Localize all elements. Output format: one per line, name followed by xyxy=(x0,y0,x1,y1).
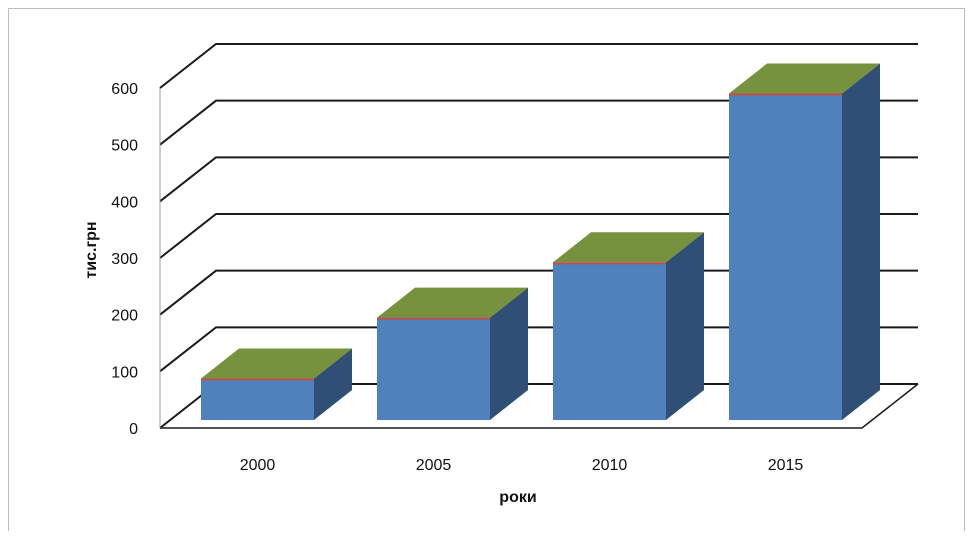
x-tick-label-2010: 2010 xyxy=(592,457,628,474)
bar-top-2000 xyxy=(201,348,352,379)
bar-top-2010 xyxy=(553,232,704,263)
grid-layer xyxy=(159,43,919,429)
y-tick-label-0: 0 xyxy=(129,421,138,438)
bar-side-2015 xyxy=(842,63,880,421)
bar-top-2005 xyxy=(377,287,528,318)
x-tick-label-2000: 2000 xyxy=(240,457,276,474)
y-tick-label-300: 300 xyxy=(111,251,138,268)
bar-front-2015 xyxy=(729,93,842,421)
bar-side-2005 xyxy=(490,287,528,420)
bar-2000 xyxy=(201,348,352,420)
bar-front-2005 xyxy=(377,317,490,420)
gridline-400 xyxy=(159,156,918,203)
bar-front-2010 xyxy=(553,262,666,420)
bar-2010 xyxy=(553,232,704,420)
bar-front-2000 xyxy=(201,378,314,420)
x-tick-label-2005: 2005 xyxy=(416,457,452,474)
gridline-300 xyxy=(159,213,918,259)
y-tick-label-200: 200 xyxy=(111,308,138,325)
bars-layer xyxy=(201,63,880,421)
y-tick-labels: 0 100 200 300 400 500 600 xyxy=(111,81,138,438)
y-axis-label: тис.грн xyxy=(83,221,100,278)
bar-side-2010 xyxy=(666,232,704,420)
y-tick-label-400: 400 xyxy=(111,194,138,211)
y-tick-label-100: 100 xyxy=(111,364,138,381)
chart-frame xyxy=(8,8,965,531)
bar-2005 xyxy=(377,287,528,420)
gridline-500 xyxy=(159,99,918,146)
x-axis-label: роки xyxy=(499,489,536,506)
x-tick-labels: 2000 2005 2010 2015 xyxy=(240,457,804,474)
gridline-600 xyxy=(159,43,918,89)
x-tick-label-2015: 2015 xyxy=(768,457,804,474)
y-tick-label-500: 500 xyxy=(111,138,138,155)
y-tick-label-600: 600 xyxy=(111,81,138,98)
bar-side-2000 xyxy=(314,348,352,420)
bar-top-2015 xyxy=(729,63,880,94)
bar-2015 xyxy=(729,63,880,421)
floor-edge xyxy=(160,383,919,429)
